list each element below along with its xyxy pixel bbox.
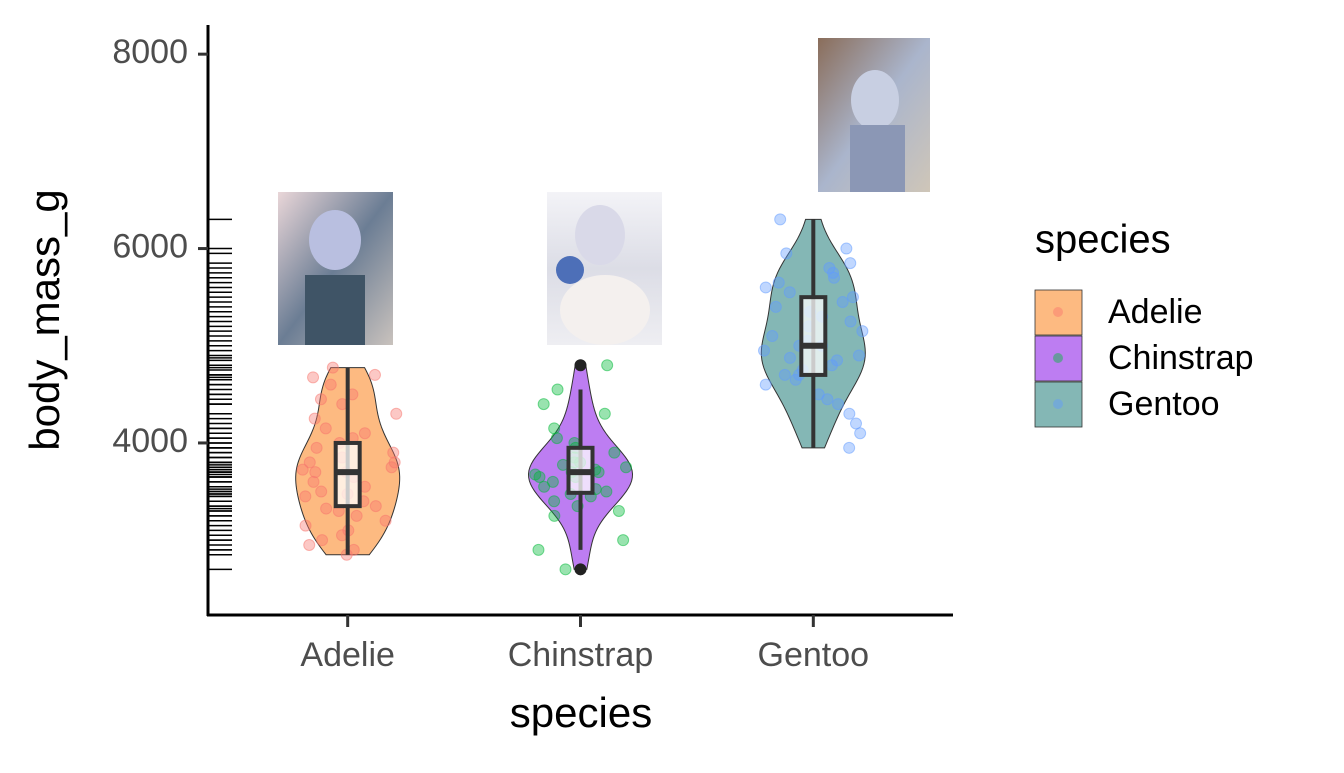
- legend-key: [1034, 335, 1083, 382]
- jitter-point: [598, 407, 611, 420]
- jitter-point: [529, 468, 542, 481]
- jitter-point: [324, 378, 337, 391]
- jitter-point: [780, 247, 793, 260]
- y-tick-label: 4000: [112, 422, 188, 460]
- jitter-point: [308, 412, 321, 425]
- jitter-point: [319, 422, 332, 435]
- jitter-point: [769, 300, 782, 313]
- jitter-point: [823, 261, 836, 274]
- jitter-point: [369, 500, 382, 513]
- legend-title: species: [1035, 218, 1171, 262]
- jitter-point: [831, 354, 844, 367]
- illustration: [547, 192, 662, 345]
- jitter-point: [546, 475, 559, 488]
- jitter-point: [600, 485, 613, 498]
- jitter-point: [758, 344, 771, 357]
- outlier: [574, 359, 587, 372]
- jitter-point: [778, 368, 791, 381]
- jitter-point: [783, 286, 796, 299]
- jitter-point: [548, 495, 561, 508]
- jitter-point: [846, 291, 859, 304]
- jitter-point: [537, 398, 550, 411]
- jitter-point: [548, 509, 561, 522]
- jitter-point: [388, 456, 401, 469]
- jitter-point: [303, 456, 316, 469]
- jitter-point: [759, 281, 772, 294]
- jitter-point: [379, 514, 392, 527]
- legend-point: [1053, 307, 1063, 317]
- jitter-point: [852, 349, 865, 362]
- jitter-point: [844, 315, 857, 328]
- jitter-point: [551, 383, 564, 396]
- jitter-point: [843, 441, 856, 454]
- jitter-point: [774, 213, 787, 226]
- jitter-point: [766, 330, 779, 343]
- jitter-point: [316, 534, 329, 547]
- y-tick-label: 8000: [112, 33, 188, 71]
- jitter-point: [390, 407, 403, 420]
- jitter-point: [836, 296, 849, 309]
- x-axis-title: species: [510, 689, 652, 736]
- jitter-point: [299, 519, 312, 532]
- jitter-point: [315, 485, 328, 498]
- jitter-point: [347, 543, 360, 556]
- jitter-point: [320, 502, 333, 515]
- jitter-point: [608, 446, 621, 459]
- illustration: [818, 38, 930, 192]
- jitter-point: [307, 371, 320, 384]
- jitter-point: [303, 539, 316, 552]
- jitter-point: [759, 378, 772, 391]
- jitter-point: [307, 475, 320, 488]
- jitter-point: [844, 257, 857, 270]
- x-tick-label: Gentoo: [758, 636, 870, 674]
- x-tick-label: Chinstrap: [508, 636, 654, 674]
- jitter-point: [843, 407, 856, 420]
- jitter-point: [612, 504, 625, 517]
- legend-key: [1034, 381, 1083, 428]
- jitter-point: [601, 359, 614, 372]
- outlier: [574, 563, 587, 576]
- jitter-point: [840, 242, 853, 255]
- legend-point: [1053, 399, 1063, 409]
- jitter-point: [532, 543, 545, 556]
- jitter-point: [849, 417, 862, 430]
- legend-label: Adelie: [1108, 293, 1203, 331]
- jitter-point: [617, 534, 630, 547]
- jitter-point: [620, 461, 633, 474]
- jitter-point: [828, 271, 841, 284]
- legend-label: Chinstrap: [1108, 339, 1254, 377]
- jitter-point: [856, 325, 869, 338]
- jitter-point: [368, 368, 381, 381]
- jitter-point: [350, 509, 363, 522]
- jitter-point: [326, 361, 339, 374]
- jitter-point: [296, 463, 309, 476]
- illustration: [278, 192, 393, 345]
- legend-key: [1034, 289, 1083, 336]
- jitter-point: [548, 422, 561, 435]
- jitter-point: [358, 427, 371, 440]
- x-tick-label: Adelie: [300, 636, 395, 674]
- legend-label: Gentoo: [1108, 385, 1220, 423]
- jitter-point: [314, 393, 327, 406]
- jitter-point: [309, 466, 322, 479]
- jitter-point: [299, 490, 312, 503]
- legend-point: [1053, 353, 1063, 363]
- jitter-point: [310, 441, 323, 454]
- y-tick-label: 6000: [112, 228, 188, 266]
- jitter-point: [772, 276, 785, 289]
- box: [799, 295, 828, 377]
- jitter-point: [783, 351, 796, 364]
- y-axis-title: body_mass_g: [21, 189, 68, 451]
- jitter-point: [387, 446, 400, 459]
- jitter-point: [832, 398, 845, 411]
- jitter-point: [559, 563, 572, 576]
